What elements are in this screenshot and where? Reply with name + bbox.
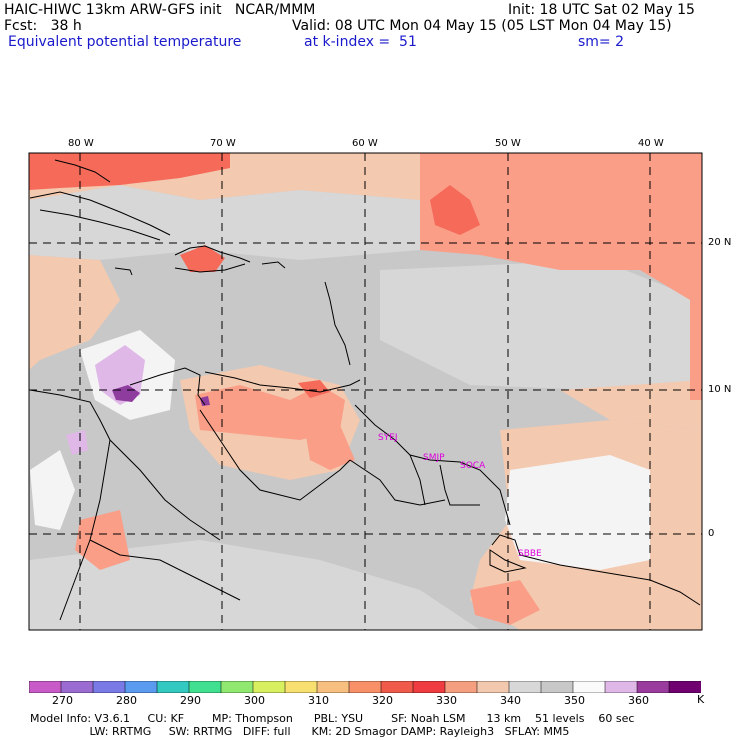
peach-region	[560, 380, 702, 430]
colorbar-tick-label: 310	[308, 694, 329, 707]
hispaniola-north	[174, 245, 251, 263]
colorbar-swatch	[476, 681, 510, 693]
colorbar-tick-label: 270	[52, 694, 73, 707]
colorbar-swatch	[668, 681, 701, 693]
colorbar-swatch	[636, 681, 670, 693]
salmon-region	[195, 385, 345, 440]
white-region	[505, 455, 650, 570]
station-label: SBBE	[518, 549, 542, 559]
colorbar-swatch	[444, 681, 478, 693]
salmon-region	[420, 153, 702, 400]
model-info-line2: LW: RRTMG SW: RRTMG DIFF: full KM: 2D Sm…	[30, 725, 570, 738]
lat-label-equator: 0	[708, 528, 715, 539]
red-region	[430, 185, 480, 235]
puerto-rico-coast	[261, 261, 286, 269]
model-title: HAIC-HIWC 13km ARW-GFS init NCAR/MMM	[4, 2, 316, 18]
colorbar-tick-label: 330	[436, 694, 457, 707]
venezuela-guyana-border	[349, 459, 446, 506]
lat-label-10n: 10 N	[708, 384, 732, 395]
lon-label-70w: 70 W	[210, 138, 236, 149]
forecast-hour: Fcst: 38 h	[4, 18, 82, 34]
station-label: SMJP	[423, 453, 445, 463]
central-america-pacific-coast	[29, 389, 111, 621]
jamaica-coast	[114, 267, 133, 276]
colorbar-swatch	[316, 681, 350, 693]
venezuela-colombia-border	[199, 409, 351, 501]
colorbar-swatch	[412, 681, 446, 693]
colorbar-swatch	[604, 681, 638, 693]
purple-region	[112, 385, 140, 402]
lon-label-40w: 40 W	[638, 138, 664, 149]
brazil-north-coast	[491, 534, 701, 606]
level-index: at k-index = 51	[304, 34, 417, 50]
colorbar-swatch	[92, 681, 126, 693]
station-labels: SYEJ SMJP SOCA SBBE	[378, 433, 542, 559]
lon-label-60w: 60 W	[352, 138, 378, 149]
venezuela-coast	[204, 371, 361, 393]
lon-label-80w: 80 W	[68, 138, 94, 149]
colorbar-tick-label: 360	[628, 694, 649, 707]
colorbar-tick-label: 350	[564, 694, 585, 707]
model-info-line1: Model Info: V3.6.1 CU: KF MP: Thompson P…	[30, 712, 635, 725]
colorbar-swatch	[29, 681, 62, 693]
colorbar-tick-label: 280	[116, 694, 137, 707]
colorbar-tick-label: 290	[180, 694, 201, 707]
colorbar-swatch	[380, 681, 414, 693]
light-gray-region	[29, 540, 480, 630]
lesser-antilles	[324, 281, 351, 366]
light-gray-region	[29, 185, 420, 260]
colorbar-swatch	[60, 681, 94, 693]
colorbar-swatch	[252, 681, 286, 693]
init-time: Init: 18 UTC Sat 02 May 15	[508, 2, 695, 18]
colorbar-tick-label: 340	[500, 694, 521, 707]
lon-label-50w: 50 W	[495, 138, 521, 149]
ecuador-peru-border	[89, 539, 241, 601]
white-region	[30, 450, 75, 530]
colorbar	[29, 681, 701, 693]
station-label: SOCA	[460, 461, 486, 471]
field-name: Equivalent potential temperature	[8, 34, 242, 50]
hispaniola-south	[174, 263, 246, 273]
valid-time: Valid: 08 UTC Mon 04 May 15 (05 LST Mon …	[292, 18, 672, 34]
lilac-region	[66, 430, 88, 455]
cuba-south-coast	[39, 209, 161, 241]
colorbar-swatch	[508, 681, 542, 693]
suriname-guiana-border	[439, 464, 480, 506]
colorbar-tick-label: 320	[372, 694, 393, 707]
colorbar-swatch	[156, 681, 190, 693]
guyana-suriname-border	[409, 454, 426, 506]
salmon-region	[75, 510, 130, 570]
red-region	[180, 245, 225, 272]
salmon-region	[470, 580, 540, 625]
colorbar-swatch	[124, 681, 158, 693]
smoothing: sm= 2	[578, 34, 625, 50]
colorbar-tick-label: 300	[244, 694, 265, 707]
coastlines	[29, 159, 701, 621]
colorbar-swatch	[348, 681, 382, 693]
colorbar-swatch	[540, 681, 574, 693]
cuba-coast	[29, 191, 171, 236]
bahamas-coast	[54, 159, 111, 183]
purple-region	[200, 396, 210, 406]
colorbar-swatch	[220, 681, 254, 693]
graticule	[29, 153, 702, 630]
red-region	[298, 380, 330, 398]
colorbar-unit: K	[697, 693, 705, 706]
colombia-interior-border	[109, 439, 221, 541]
lat-label-20n: 20 N	[708, 237, 732, 248]
colorbar-swatch	[188, 681, 222, 693]
colombia-caribbean-coast	[129, 367, 206, 406]
station-label: SYEJ	[378, 433, 398, 443]
peach-region	[29, 255, 120, 370]
colorbar-swatch	[284, 681, 318, 693]
salmon-region	[305, 425, 355, 470]
marajo-island	[489, 549, 527, 573]
colorbar-swatch	[572, 681, 606, 693]
guianas-coast	[354, 404, 511, 526]
light-gray-region	[380, 260, 700, 390]
red-region	[29, 153, 230, 190]
